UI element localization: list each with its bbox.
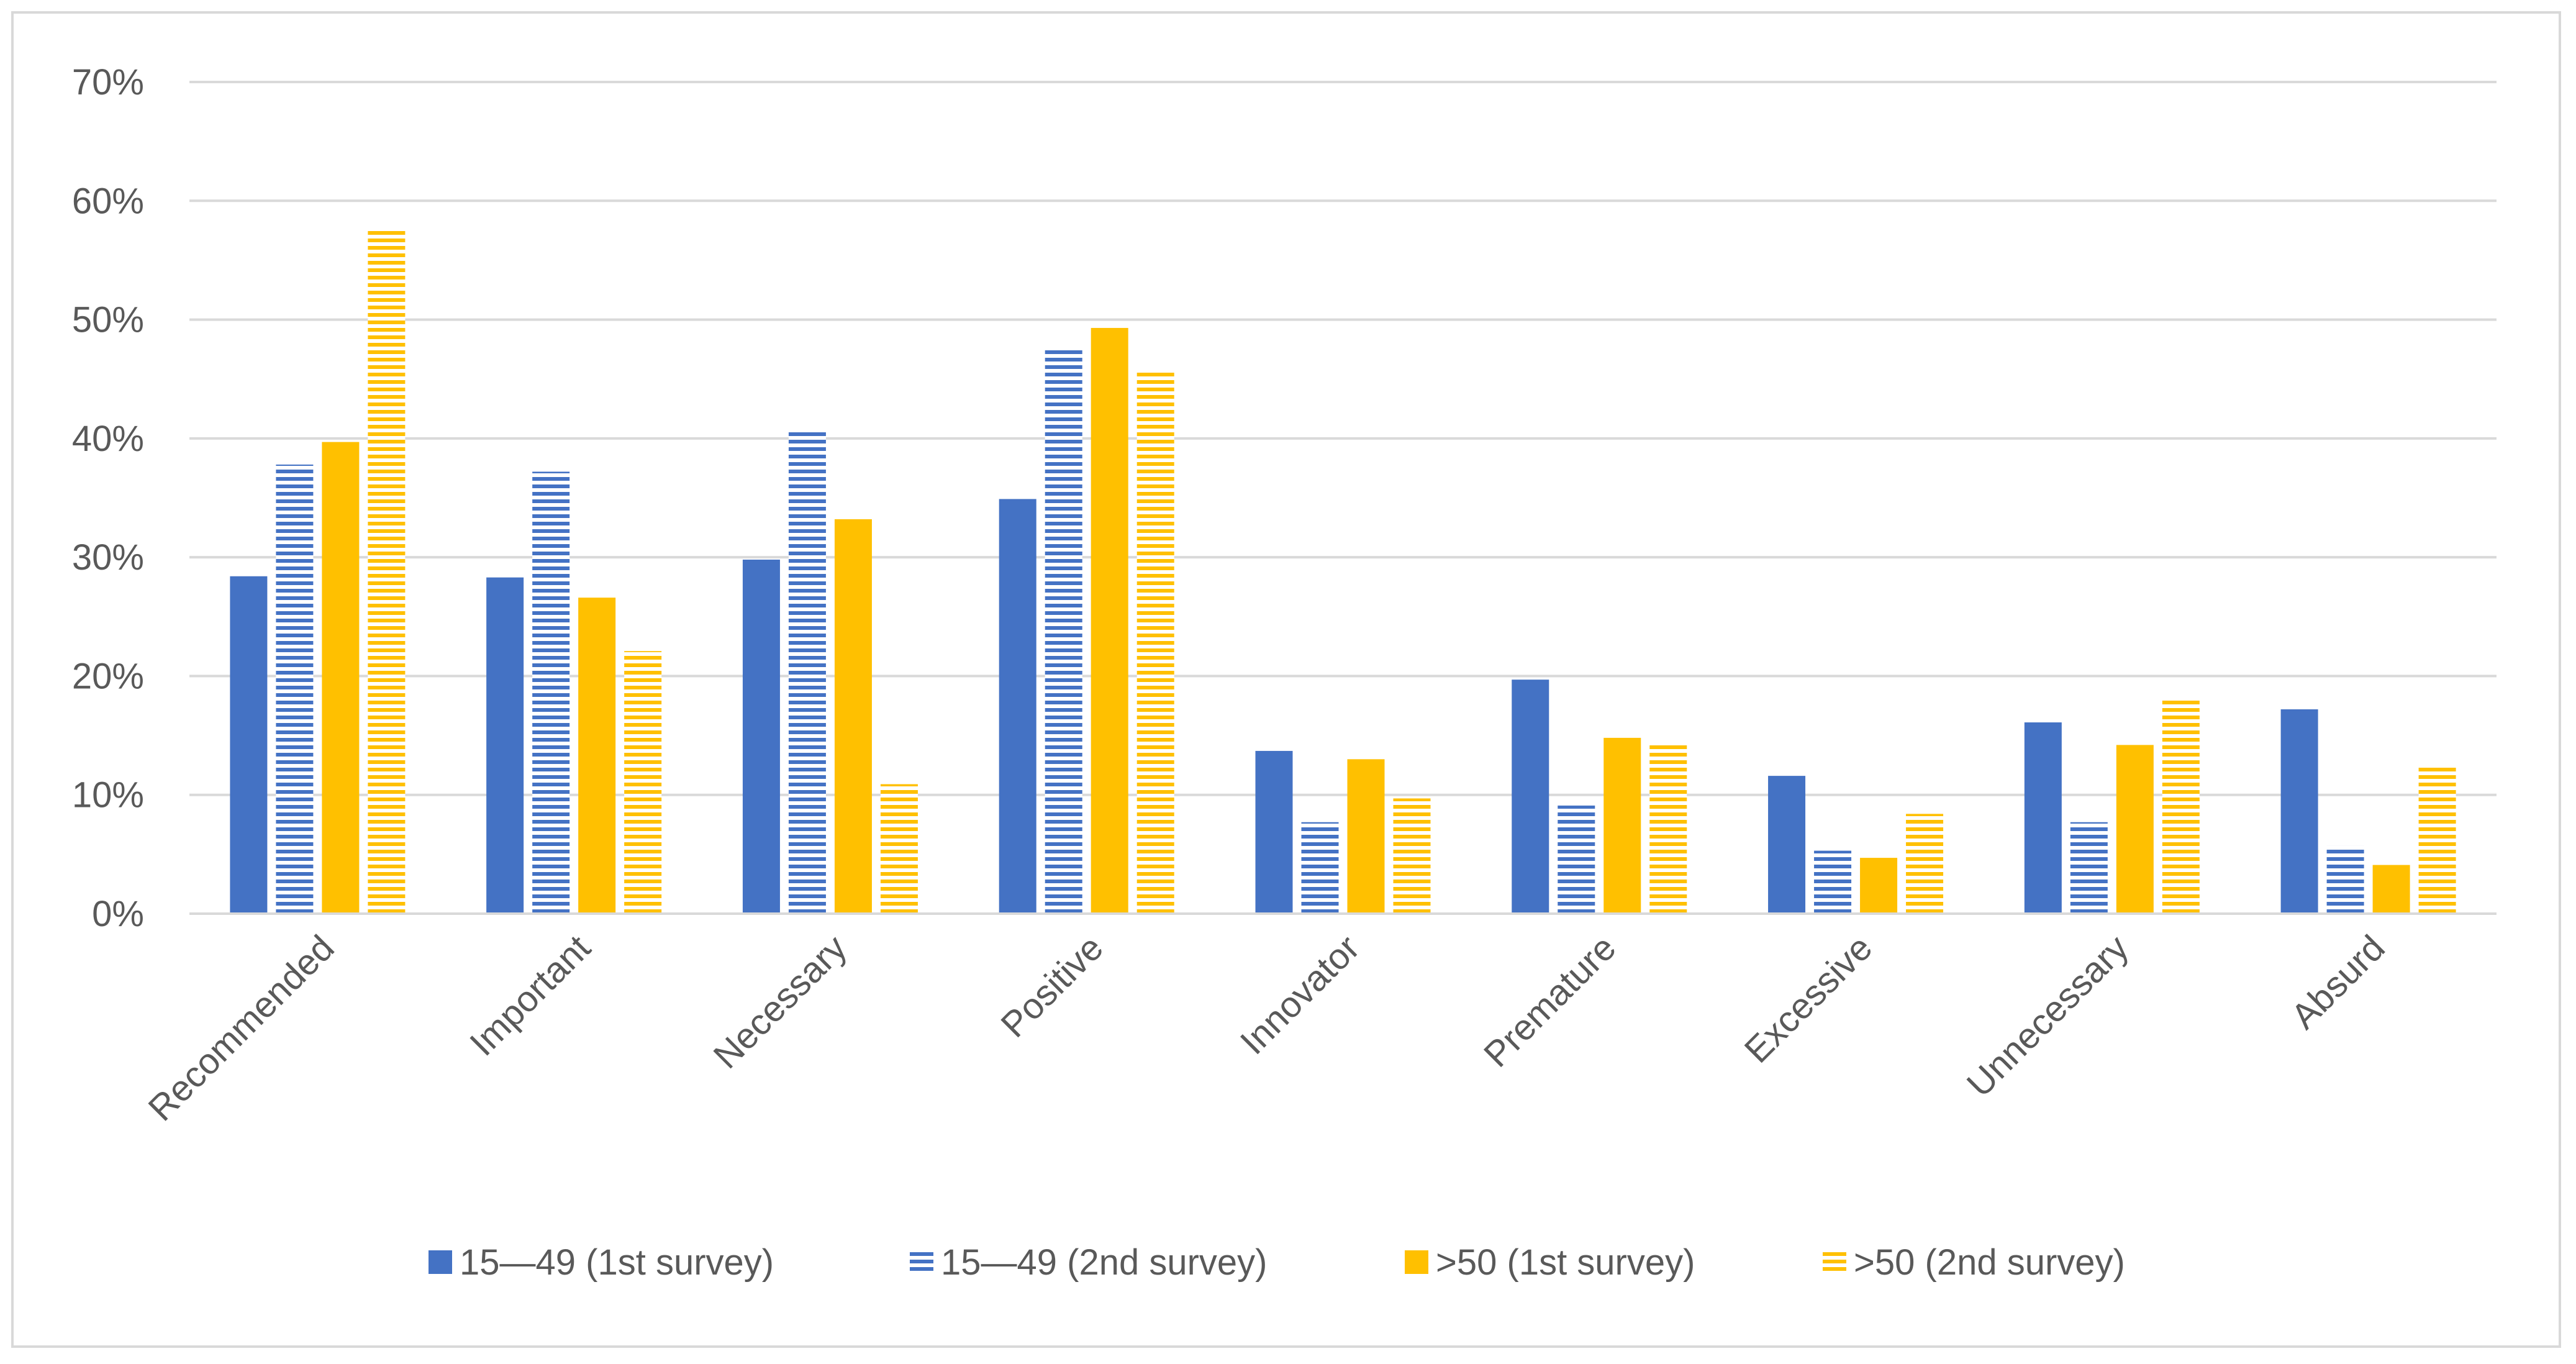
bar-1-innovator xyxy=(1255,750,1293,914)
legend-label: 15—49 (2nd survey) xyxy=(941,1242,1267,1283)
bar-2-necessary xyxy=(788,429,826,914)
legend-label: 15—49 (1st survey) xyxy=(460,1242,774,1283)
x-tick-label: Necessary xyxy=(705,927,855,1076)
legend-swatch xyxy=(1823,1250,1846,1274)
bar-4-recommended xyxy=(368,230,406,914)
y-tick-label: 70% xyxy=(72,62,144,102)
bar-1-unnecessary xyxy=(2024,722,2062,914)
bar-1-absurd xyxy=(2280,709,2318,914)
bar-1-excessive xyxy=(1768,776,1806,914)
bar-4-unnecessary xyxy=(2162,697,2200,914)
bar-4-necessary xyxy=(880,784,918,914)
chart-area xyxy=(11,11,2561,1348)
bar-1-positive xyxy=(999,499,1036,914)
y-tick-label: 40% xyxy=(72,419,144,459)
bar-4-important xyxy=(624,651,662,914)
y-tick-label: 0% xyxy=(92,894,144,934)
bar-2-important xyxy=(532,471,570,914)
bar-1-recommended xyxy=(230,576,268,914)
bar-2-absurd xyxy=(2326,845,2364,914)
x-tick-label: Recommended xyxy=(141,927,342,1129)
legend-swatch xyxy=(429,1250,452,1274)
legend-label: >50 (1st survey) xyxy=(1436,1242,1695,1283)
bar-3-unnecessary xyxy=(2116,745,2154,914)
x-tick-label: Excessive xyxy=(1737,927,1880,1071)
y-axis-ticks: 0% 10% 20% 30% 40% 50% 60% 70% xyxy=(72,62,144,934)
x-tick-label: Important xyxy=(462,927,598,1063)
bar-2-innovator xyxy=(1301,822,1339,914)
legend-swatch xyxy=(910,1250,933,1274)
bar-3-recommended xyxy=(322,442,360,914)
bar-3-important xyxy=(578,598,616,914)
bar-1-premature xyxy=(1512,680,1549,914)
y-tick-label: 10% xyxy=(72,775,144,816)
bar-3-innovator xyxy=(1347,759,1385,914)
legend-swatch xyxy=(1405,1250,1428,1274)
bar-2-positive xyxy=(1045,347,1082,914)
bars xyxy=(230,230,2456,914)
bar-2-recommended xyxy=(276,464,314,914)
y-tick-label: 60% xyxy=(72,181,144,221)
bar-3-absurd xyxy=(2372,865,2410,914)
bar-4-premature xyxy=(1649,743,1687,914)
x-tick-label: Premature xyxy=(1476,927,1623,1075)
y-tick-label: 50% xyxy=(72,300,144,340)
bar-4-positive xyxy=(1136,371,1174,914)
bar-2-excessive xyxy=(1814,850,1852,914)
gridlines xyxy=(189,81,2497,796)
y-tick-label: 30% xyxy=(72,537,144,578)
y-tick-label: 20% xyxy=(72,656,144,696)
x-tick-label: Absurd xyxy=(2283,927,2393,1037)
bar-1-necessary xyxy=(742,559,780,914)
bar-4-absurd xyxy=(2418,767,2456,914)
bar-4-excessive xyxy=(1906,814,1944,914)
bar-3-premature xyxy=(1603,737,1641,914)
bar-3-necessary xyxy=(834,519,872,914)
bar-3-positive xyxy=(1091,327,1128,914)
x-tick-label: Unnecessary xyxy=(1959,927,2136,1104)
x-axis-labels: Recommended Important Necessary Positive Inn… xyxy=(141,927,2393,1129)
legend: 15—49 (1st survey) 15—49 (2nd survey) >50 … xyxy=(429,1242,2125,1283)
bar-4-innovator xyxy=(1393,798,1431,914)
x-tick-label: Innovator xyxy=(1233,927,1367,1062)
bar-2-premature xyxy=(1558,805,1595,914)
x-tick-label: Positive xyxy=(993,927,1111,1045)
bar-2-unnecessary xyxy=(2070,822,2108,914)
bar-1-important xyxy=(486,577,524,914)
legend-label: >50 (2nd survey) xyxy=(1854,1242,2125,1283)
bar-3-excessive xyxy=(1860,858,1898,914)
